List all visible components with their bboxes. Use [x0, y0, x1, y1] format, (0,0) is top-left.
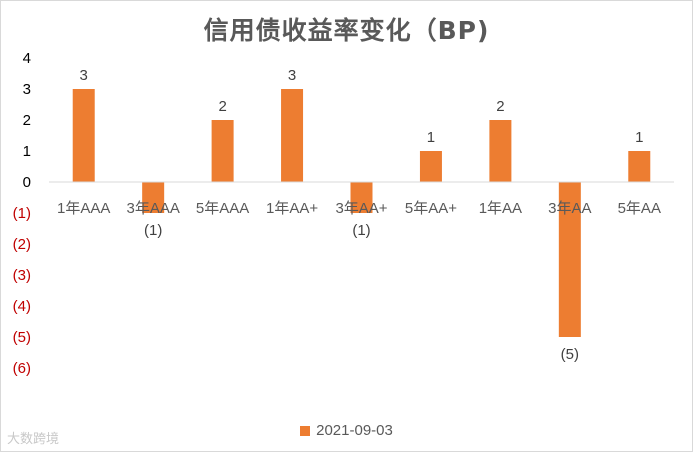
data-label: (5)	[561, 346, 579, 363]
y-tick-label: (2)	[13, 236, 31, 253]
bar	[558, 182, 581, 337]
y-tick-label: (1)	[13, 205, 31, 222]
x-tick-label: 3年AA	[548, 200, 591, 217]
legend: 2021-09-03	[1, 422, 692, 439]
y-tick-label: (3)	[13, 267, 31, 284]
x-tick-label: 1年AAA	[57, 200, 110, 217]
data-label: 2	[218, 98, 226, 115]
data-label: 1	[635, 129, 643, 146]
x-tick-label: 5年AAA	[196, 200, 249, 217]
legend-label: 2021-09-03	[316, 422, 393, 439]
bar	[419, 151, 442, 182]
data-label: 2	[496, 98, 504, 115]
y-tick-label: 1	[23, 143, 31, 160]
bar	[628, 151, 651, 182]
y-tick-label: 3	[23, 81, 31, 98]
data-label: 1	[427, 129, 435, 146]
chart-title: 信用债收益率变化（BP)	[203, 16, 490, 45]
x-tick-label: 5年AA	[618, 200, 661, 217]
bar	[72, 89, 95, 182]
y-tick-label: (4)	[13, 298, 31, 315]
bar	[211, 120, 234, 182]
bar	[142, 182, 165, 213]
data-label: 3	[80, 67, 88, 84]
legend-swatch	[300, 426, 311, 436]
y-tick-label: 2	[23, 112, 31, 129]
x-tick-label: 3年AA+	[335, 200, 387, 217]
bar	[489, 120, 512, 182]
x-tick-label: 3年AAA	[126, 200, 179, 217]
y-tick-label: 4	[23, 50, 31, 67]
x-tick-label: 5年AA+	[405, 200, 457, 217]
bar	[281, 89, 304, 182]
y-tick-label: 0	[23, 174, 31, 191]
data-label: 3	[288, 67, 296, 84]
data-label: (1)	[352, 222, 370, 239]
y-tick-label: (5)	[13, 329, 31, 346]
bar	[350, 182, 373, 213]
x-tick-label: 1年AA+	[266, 200, 318, 217]
y-tick-label: (6)	[13, 360, 31, 377]
watermark: 大数跨境	[7, 432, 60, 447]
x-tick-label: 1年AA	[479, 200, 522, 217]
data-label: (1)	[144, 222, 162, 239]
